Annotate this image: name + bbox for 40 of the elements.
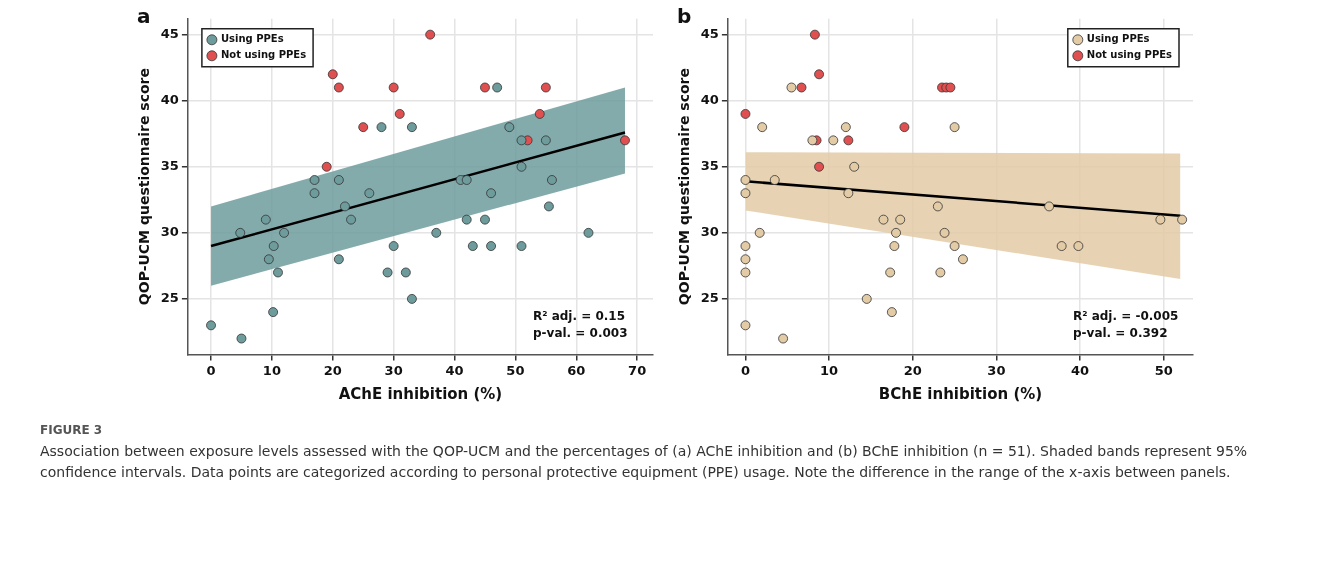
chart-title: b [677,4,692,29]
y-tick-label: 45 [160,26,179,42]
x-tick-label: 70 [628,362,647,378]
legend-label: Using PPEs [1086,33,1150,45]
y-tick-label: 40 [700,92,719,108]
y-tick-label: 35 [700,158,719,174]
y-axis-title: QOP-UCM questionnaire score [136,68,153,306]
y-tick-label: 40 [160,92,179,108]
legend-label: Using PPEs [220,33,284,45]
y-tick-label: 25 [700,290,719,306]
x-tick-label: 50 [506,362,525,378]
x-tick-label: 40 [445,362,464,378]
y-axis-title: QOP-UCM questionnaire score [676,68,693,306]
y-tick-label: 45 [700,26,719,42]
x-tick-label: 50 [1154,362,1173,378]
annotation: p-val. = 0.392 [1073,326,1168,341]
x-tick-label: 20 [323,362,342,378]
annotation: p-val. = 0.003 [533,326,628,341]
x-tick-label: 0 [740,362,750,378]
y-tick-label: 30 [160,224,179,240]
x-tick-label: 40 [1071,362,1090,378]
legend-label: Not using PPEs [220,49,307,61]
x-tick-label: 30 [384,362,403,378]
x-axis-title: BChE inhibition (%) [878,384,1043,403]
x-tick-label: 30 [987,362,1006,378]
x-tick-label: 0 [206,362,216,378]
y-tick-label: 25 [160,290,179,306]
y-tick-label: 30 [700,224,719,240]
x-tick-label: 10 [262,362,281,378]
x-tick-label: 60 [567,362,586,378]
annotation: R² adj. = 0.15 [533,309,626,324]
chart-title: a [137,4,151,29]
legend-label: Not using PPEs [1086,49,1173,61]
x-axis-title: AChE inhibition (%) [338,384,503,403]
text: Association between exposure levels assessed with the QOP-UCM and the percentages of (a) AChE inhibition and (b) BChE inhibition (n = 51). Shaded bands represent 95% confidence intervals. Data points are categorized according to personal protective equipment (PPE) usage. Note the difference in the range of the x-axis between panels. [40,442,1249,482]
x-tick-label: 10 [820,362,839,378]
annotation: R² adj. = -0.005 [1073,309,1179,324]
x-tick-label: 20 [903,362,922,378]
y-tick-label: 35 [160,158,179,174]
caption: FIGURE 3 [40,422,104,439]
